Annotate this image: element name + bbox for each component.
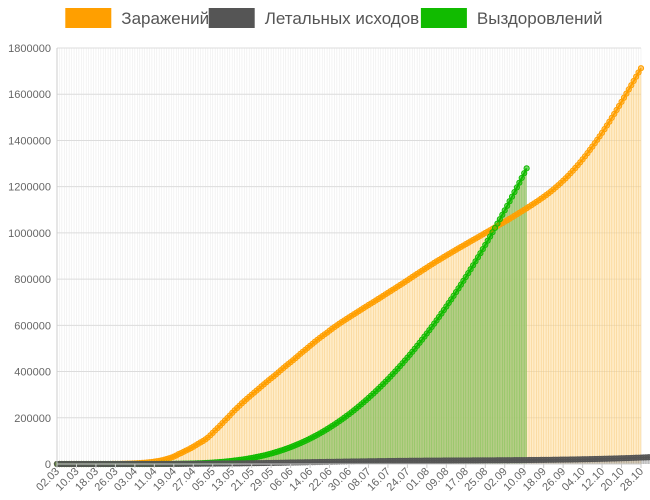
y-tick-label: 400000 [14,367,51,379]
data-point [521,170,528,177]
y-tick-label: 1600000 [8,89,51,101]
data-point [511,188,518,196]
x-axis: 02.0310.0318.0326.0303.0411.0419.0427.04… [34,463,646,494]
y-axis: 0 200000 400000 600000 800000 1000000 1200000 1… [8,43,58,471]
data-point [637,65,645,72]
legend-label: Выздоровлений [477,9,603,28]
legend-label: Летальных исходов [265,9,420,28]
legend-swatch [420,8,467,28]
legend-swatch [65,8,112,28]
y-tick-label: 1800000 [8,43,51,55]
y-tick-label: 1200000 [8,182,51,194]
y-tick-label: 200000 [14,413,51,425]
legend-swatch [208,8,255,28]
data-point [508,193,516,200]
y-tick-label: 1400000 [8,135,51,147]
data-point [504,202,511,209]
series-points [53,65,650,468]
y-tick-label: 800000 [14,274,51,286]
data-point [506,198,513,205]
data-point [516,179,523,186]
data-point [518,174,525,182]
data-point [523,165,530,172]
legend-label: Заражений [121,9,209,28]
chart-legend: Заражений Летальных исходов Выздоровлений [65,8,603,28]
data-point [513,184,521,191]
y-tick-label: 600000 [14,320,51,332]
area-recoveries [57,168,527,464]
series-areas [56,68,650,464]
y-tick-label: 1000000 [8,228,51,240]
y-tick-label: 0 [45,459,51,471]
